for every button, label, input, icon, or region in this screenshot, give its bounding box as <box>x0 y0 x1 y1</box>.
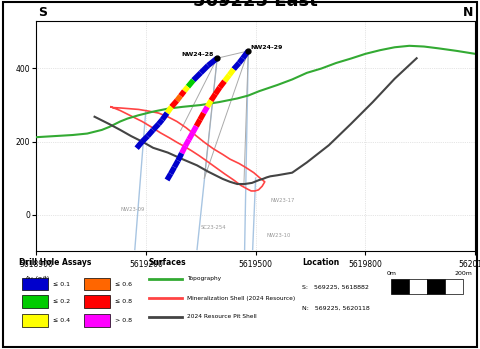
Text: NW24-28: NW24-28 <box>182 52 214 57</box>
Text: N: N <box>463 6 473 18</box>
Title: 569225 East: 569225 East <box>193 0 318 10</box>
Text: 0m: 0m <box>386 271 396 276</box>
Text: S: S <box>38 6 47 18</box>
Text: S:   569225, 5618882: S: 569225, 5618882 <box>302 284 369 290</box>
Text: N:   569225, 5620118: N: 569225, 5620118 <box>302 306 370 311</box>
Bar <box>391 279 409 294</box>
Text: SC23-254: SC23-254 <box>201 225 227 230</box>
Text: Drill Hole Assays: Drill Hole Assays <box>19 258 92 267</box>
Text: ≤ 0.2: ≤ 0.2 <box>53 299 70 304</box>
Text: ≤ 0.4: ≤ 0.4 <box>53 318 70 323</box>
Text: > 0.8: > 0.8 <box>115 318 132 323</box>
Bar <box>84 278 110 290</box>
Text: ≤ 0.8: ≤ 0.8 <box>115 299 132 304</box>
Bar <box>445 279 463 294</box>
Bar <box>22 295 48 308</box>
Text: NW24-29: NW24-29 <box>250 45 283 50</box>
Text: 200m: 200m <box>454 271 472 276</box>
Bar <box>409 279 427 294</box>
Bar <box>22 314 48 327</box>
Text: NW23-09: NW23-09 <box>120 207 144 212</box>
Text: Topography: Topography <box>187 276 221 281</box>
Text: 2024 Resource Pit Shell: 2024 Resource Pit Shell <box>187 314 257 319</box>
Bar <box>22 278 48 290</box>
Text: ≤ 0.6: ≤ 0.6 <box>115 282 132 287</box>
Text: NW23-10: NW23-10 <box>266 233 291 238</box>
Text: Surfaces: Surfaces <box>149 258 186 267</box>
Text: ≤ 0.1: ≤ 0.1 <box>53 282 70 287</box>
Bar <box>427 279 445 294</box>
Text: NW23-17: NW23-17 <box>270 198 295 203</box>
Text: Location: Location <box>302 258 340 267</box>
Bar <box>84 295 110 308</box>
Text: Au (g/t): Au (g/t) <box>24 276 49 282</box>
Text: Mineralization Shell (2024 Resource): Mineralization Shell (2024 Resource) <box>187 296 296 301</box>
Bar <box>84 314 110 327</box>
